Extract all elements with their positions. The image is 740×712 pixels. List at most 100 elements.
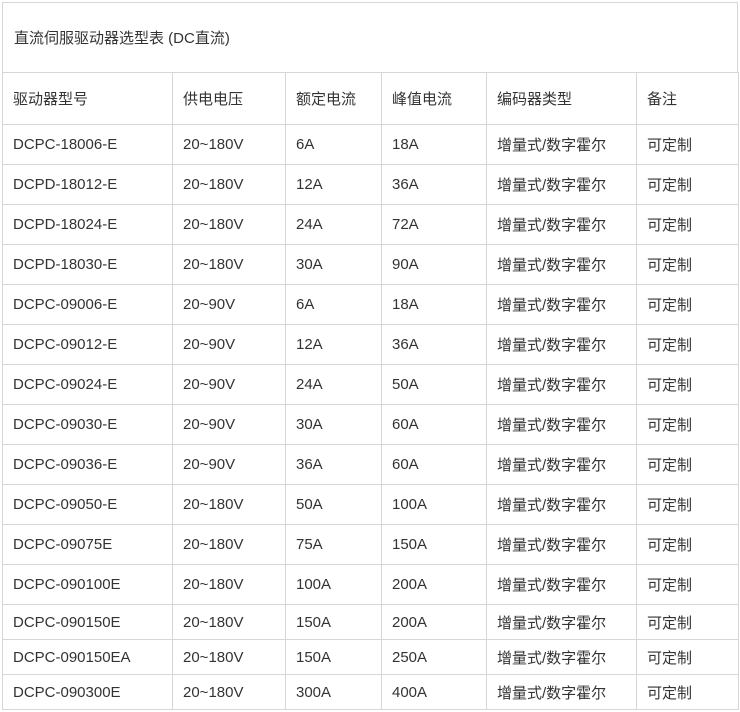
table-cell: 可定制 <box>636 674 739 710</box>
table-cell: 20~90V <box>172 404 286 445</box>
table-cell: DCPD-18024-E <box>2 204 173 245</box>
table-cell: 增量式/数字霍尔 <box>486 124 637 165</box>
table-cell: 30A <box>285 404 382 445</box>
table-row: DCPC-09075E 20~180V 75A 150A 增量式/数字霍尔 可定制 <box>2 524 739 565</box>
table-cell: 可定制 <box>636 604 739 640</box>
table-row: DCPC-09030-E 20~90V 30A 60A 增量式/数字霍尔 可定制 <box>2 404 739 445</box>
table-cell: 60A <box>381 404 487 445</box>
table-row: DCPD-18030-E 20~180V 30A 90A 增量式/数字霍尔 可定制 <box>2 244 739 285</box>
table-row: DCPC-09036-E 20~90V 36A 60A 增量式/数字霍尔 可定制 <box>2 444 739 485</box>
table-cell: 可定制 <box>636 364 739 405</box>
table-cell: DCPC-09024-E <box>2 364 173 405</box>
table-cell: 20~180V <box>172 124 286 165</box>
table-cell: 可定制 <box>636 564 739 605</box>
column-header: 驱动器型号 <box>2 72 173 125</box>
table-cell: 可定制 <box>636 484 739 525</box>
table-row: DCPC-090100E 20~180V 100A 200A 增量式/数字霍尔 可定制 <box>2 564 739 605</box>
table-cell: 20~180V <box>172 244 286 285</box>
table-row: DCPC-090300E 20~180V 300A 400A 增量式/数字霍尔 可定制 <box>2 674 739 710</box>
table-cell: 24A <box>285 204 382 245</box>
table-cell: 可定制 <box>636 164 739 205</box>
table-cell: 可定制 <box>636 324 739 365</box>
table-cell: 50A <box>285 484 382 525</box>
table-cell: 250A <box>381 639 487 675</box>
table-cell: DCPC-18006-E <box>2 124 173 165</box>
table-cell: 20~90V <box>172 364 286 405</box>
table-cell: 20~180V <box>172 674 286 710</box>
table-cell: 20~90V <box>172 324 286 365</box>
table-cell: 增量式/数字霍尔 <box>486 604 637 640</box>
table-body: DCPC-18006-E 20~180V 6A 18A 增量式/数字霍尔 可定制 DCPD-… <box>2 124 739 710</box>
table-row: DCPC-090150E 20~180V 150A 200A 增量式/数字霍尔 可定制 <box>2 604 739 640</box>
table-cell: DCPC-09030-E <box>2 404 173 445</box>
table-cell: 增量式/数字霍尔 <box>486 564 637 605</box>
table-cell: 100A <box>381 484 487 525</box>
table-cell: 18A <box>381 124 487 165</box>
column-header: 峰值电流 <box>381 72 487 125</box>
table-cell: 60A <box>381 444 487 485</box>
table-row: DCPC-09006-E 20~90V 6A 18A 增量式/数字霍尔 可定制 <box>2 284 739 325</box>
table-cell: DCPC-09006-E <box>2 284 173 325</box>
table-cell: 12A <box>285 324 382 365</box>
table-title: 直流伺服驱动器选型表 (DC直流) <box>2 2 738 72</box>
table-cell: 20~180V <box>172 564 286 605</box>
table-cell: 36A <box>381 164 487 205</box>
table-cell: 100A <box>285 564 382 605</box>
table-cell: 150A <box>285 604 382 640</box>
table-cell: 24A <box>285 364 382 405</box>
table-cell: 18A <box>381 284 487 325</box>
table-cell: 300A <box>285 674 382 710</box>
table-cell: DCPC-09012-E <box>2 324 173 365</box>
table-cell: 增量式/数字霍尔 <box>486 364 637 405</box>
table-row: DCPC-090150EA 20~180V 150A 250A 增量式/数字霍尔 可定制 <box>2 639 739 675</box>
table-cell: 20~180V <box>172 204 286 245</box>
table-cell: 可定制 <box>636 284 739 325</box>
table-cell: 增量式/数字霍尔 <box>486 639 637 675</box>
table-row: DCPD-18024-E 20~180V 24A 72A 增量式/数字霍尔 可定制 <box>2 204 739 245</box>
table-cell: 20~180V <box>172 164 286 205</box>
table-cell: 30A <box>285 244 382 285</box>
table-cell: 增量式/数字霍尔 <box>486 164 637 205</box>
table-row: DCPC-09050-E 20~180V 50A 100A 增量式/数字霍尔 可定制 <box>2 484 739 525</box>
table-cell: 50A <box>381 364 487 405</box>
table-row: DCPD-18012-E 20~180V 12A 36A 增量式/数字霍尔 可定制 <box>2 164 739 205</box>
table-cell: 增量式/数字霍尔 <box>486 444 637 485</box>
table-cell: DCPC-09036-E <box>2 444 173 485</box>
table-cell: 20~180V <box>172 604 286 640</box>
table-cell: 36A <box>285 444 382 485</box>
table-cell: DCPD-18012-E <box>2 164 173 205</box>
table-row: DCPC-09024-E 20~90V 24A 50A 增量式/数字霍尔 可定制 <box>2 364 739 405</box>
table-cell: 150A <box>381 524 487 565</box>
table-cell: 可定制 <box>636 244 739 285</box>
column-header: 编码器类型 <box>486 72 637 125</box>
table-cell: 可定制 <box>636 639 739 675</box>
table-cell: 72A <box>381 204 487 245</box>
table-cell: 增量式/数字霍尔 <box>486 204 637 245</box>
table-cell: 20~90V <box>172 444 286 485</box>
table-cell: 可定制 <box>636 404 739 445</box>
table-cell: 20~180V <box>172 524 286 565</box>
table-cell: 6A <box>285 124 382 165</box>
table-cell: 200A <box>381 604 487 640</box>
table-cell: 12A <box>285 164 382 205</box>
table-cell: DCPC-090150EA <box>2 639 173 675</box>
column-header: 供电电压 <box>172 72 286 125</box>
header-row: 驱动器型号 供电电压 额定电流 峰值电流 编码器类型 备注 <box>2 72 739 125</box>
table-cell: 6A <box>285 284 382 325</box>
table-cell: 增量式/数字霍尔 <box>486 404 637 445</box>
driver-selection-table: 驱动器型号 供电电压 额定电流 峰值电流 编码器类型 备注 DCPC-18006-E 20~… <box>2 72 739 710</box>
table-cell: 20~180V <box>172 639 286 675</box>
table-cell: DCPC-090100E <box>2 564 173 605</box>
table-cell: 可定制 <box>636 524 739 565</box>
table-cell: 150A <box>285 639 382 675</box>
table-cell: DCPC-09050-E <box>2 484 173 525</box>
table-cell: DCPC-090150E <box>2 604 173 640</box>
table-cell: 增量式/数字霍尔 <box>486 674 637 710</box>
table-cell: 增量式/数字霍尔 <box>486 244 637 285</box>
table-cell: 可定制 <box>636 124 739 165</box>
table-cell: 增量式/数字霍尔 <box>486 324 637 365</box>
table-cell: 20~180V <box>172 484 286 525</box>
table-cell: 36A <box>381 324 487 365</box>
table-cell: 400A <box>381 674 487 710</box>
